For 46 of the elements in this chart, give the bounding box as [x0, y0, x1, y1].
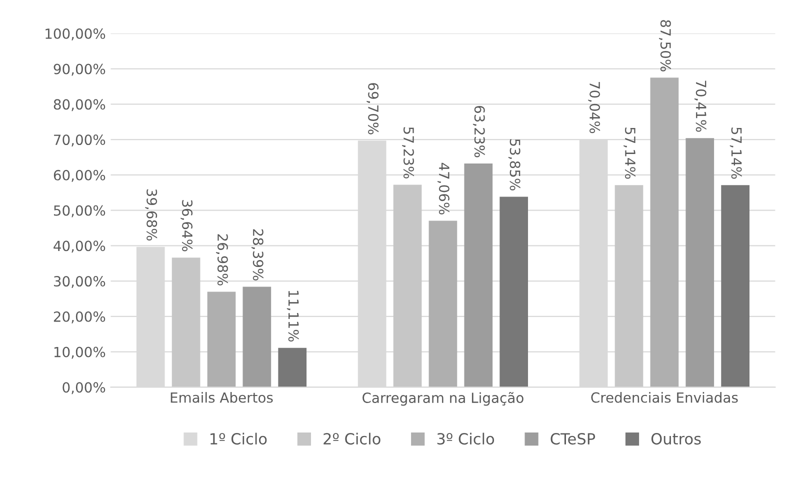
bar: [721, 185, 750, 388]
data-label: 87,50%: [658, 20, 671, 72]
bar: [650, 78, 679, 388]
data-label: 63,23%: [472, 106, 485, 158]
bar: [686, 138, 714, 388]
data-label: 69,70%: [366, 83, 379, 134]
legend-label: 1º Ciclo: [210, 432, 267, 445]
data-label: 11,11%: [286, 290, 299, 342]
bar: [278, 348, 307, 388]
bar: [464, 164, 493, 388]
y-tick-label: 30,00%: [54, 276, 106, 288]
y-tick-label: 40,00%: [54, 240, 106, 253]
y-tick-label: 90,00%: [54, 64, 106, 76]
data-label: 70,41%: [694, 80, 706, 132]
y-tick-label: 80,00%: [54, 99, 106, 112]
y-tick-label: 50,00%: [54, 205, 106, 218]
data-label: 57,14%: [624, 128, 636, 179]
bar: [172, 258, 200, 388]
legend-label: 3º Ciclo: [437, 432, 494, 445]
y-tick-label: 70,00%: [54, 134, 106, 146]
data-label: 26,98%: [216, 234, 228, 286]
legend-label: CTeSP: [550, 433, 596, 445]
y-tick-label: 0,00%: [62, 382, 106, 394]
y-tick-label: 100,00%: [46, 28, 106, 40]
data-label: 53,85%: [508, 139, 520, 190]
legend-label: 2º Ciclo: [324, 432, 380, 445]
y-tick-label: 20,00%: [54, 311, 106, 324]
legend-label: Outros: [651, 433, 701, 445]
x-tick-label: Emails Abertos: [170, 392, 273, 403]
x-tick-label: Carregaram na Ligação: [362, 392, 524, 406]
data-label: 47,06%: [438, 162, 450, 214]
bar: [500, 196, 528, 388]
bar: [207, 292, 236, 388]
data-label: 36,64%: [180, 200, 193, 252]
bar: [242, 286, 272, 388]
data-label: 57,14%: [730, 128, 742, 179]
data-label: 57,23%: [402, 127, 414, 178]
data-label: 28,39%: [251, 229, 264, 280]
y-tick-label: 10,00%: [54, 346, 106, 359]
bar: [614, 185, 644, 388]
bar: [393, 184, 422, 388]
data-label: 70,04%: [588, 82, 600, 134]
data-label: 39,68%: [145, 189, 158, 240]
x-tick-label: Credenciais Enviadas: [591, 392, 738, 403]
bar: [428, 220, 458, 388]
y-tick-label: 60,00%: [54, 170, 106, 182]
